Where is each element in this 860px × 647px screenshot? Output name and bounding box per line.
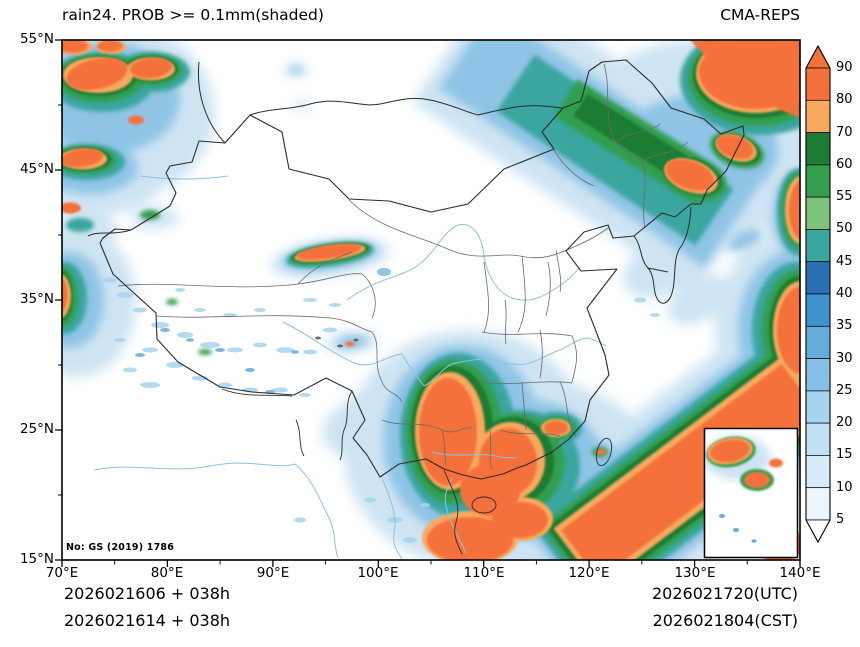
x-tick-label: 140°E (779, 565, 821, 581)
x-tick-label: 90°E (256, 565, 290, 581)
inset-south-china-sea (703, 427, 799, 559)
colorbar-label: 30 (836, 351, 853, 366)
y-tick-label: 55°N (19, 31, 54, 47)
precip-shading (62, 40, 800, 560)
valid-time-utc: 2026021720(UTC) (652, 584, 798, 603)
model-name: CMA-REPS (720, 6, 800, 24)
y-tick-label: 45°N (19, 161, 54, 177)
colorbar-label: 80 (836, 92, 853, 107)
colorbar-label: 90 (836, 60, 853, 75)
national-boundaries (87, 59, 745, 555)
province-boundaries (117, 63, 689, 471)
colorbar-label: 55 (836, 189, 853, 204)
colorbar (805, 44, 831, 544)
y-tick-label: 25°N (19, 421, 54, 437)
init-time-utc: 2026021606 + 038h (64, 584, 231, 603)
colorbar-label: 45 (836, 254, 853, 269)
colorbar-label: 40 (836, 286, 853, 301)
x-tick-label: 130°E (674, 565, 716, 581)
light-shower-speckles (104, 277, 660, 543)
init-time-cst: 2026021614 + 038h (64, 611, 231, 630)
x-tick-label: 80°E (150, 565, 184, 581)
colorbar-label: 5 (836, 512, 845, 527)
map-license-note: No: GS (2019) 1786 (66, 542, 175, 553)
y-tick-label: 35°N (19, 291, 54, 307)
x-tick-label: 110°E (463, 565, 505, 581)
colorbar-label: 10 (836, 480, 853, 495)
colorbar-label: 70 (836, 125, 853, 140)
x-tick-label: 100°E (357, 565, 399, 581)
colorbar-label: 15 (836, 447, 853, 462)
x-tick-label: 70°E (45, 565, 79, 581)
colorbar-label: 20 (836, 415, 853, 430)
colorbar-label: 35 (836, 318, 853, 333)
rivers (93, 175, 607, 560)
colorbar-label: 50 (836, 221, 853, 236)
axis-ticks (55, 39, 801, 567)
valid-time-cst: 2026021804(CST) (652, 611, 798, 630)
x-tick-label: 120°E (568, 565, 610, 581)
colorbar-label: 60 (836, 157, 853, 172)
y-tick-label: 15°N (19, 551, 54, 567)
colorbar-label: 25 (836, 383, 853, 398)
chart-title: rain24. PROB >= 0.1mm(shaded) (62, 6, 324, 24)
